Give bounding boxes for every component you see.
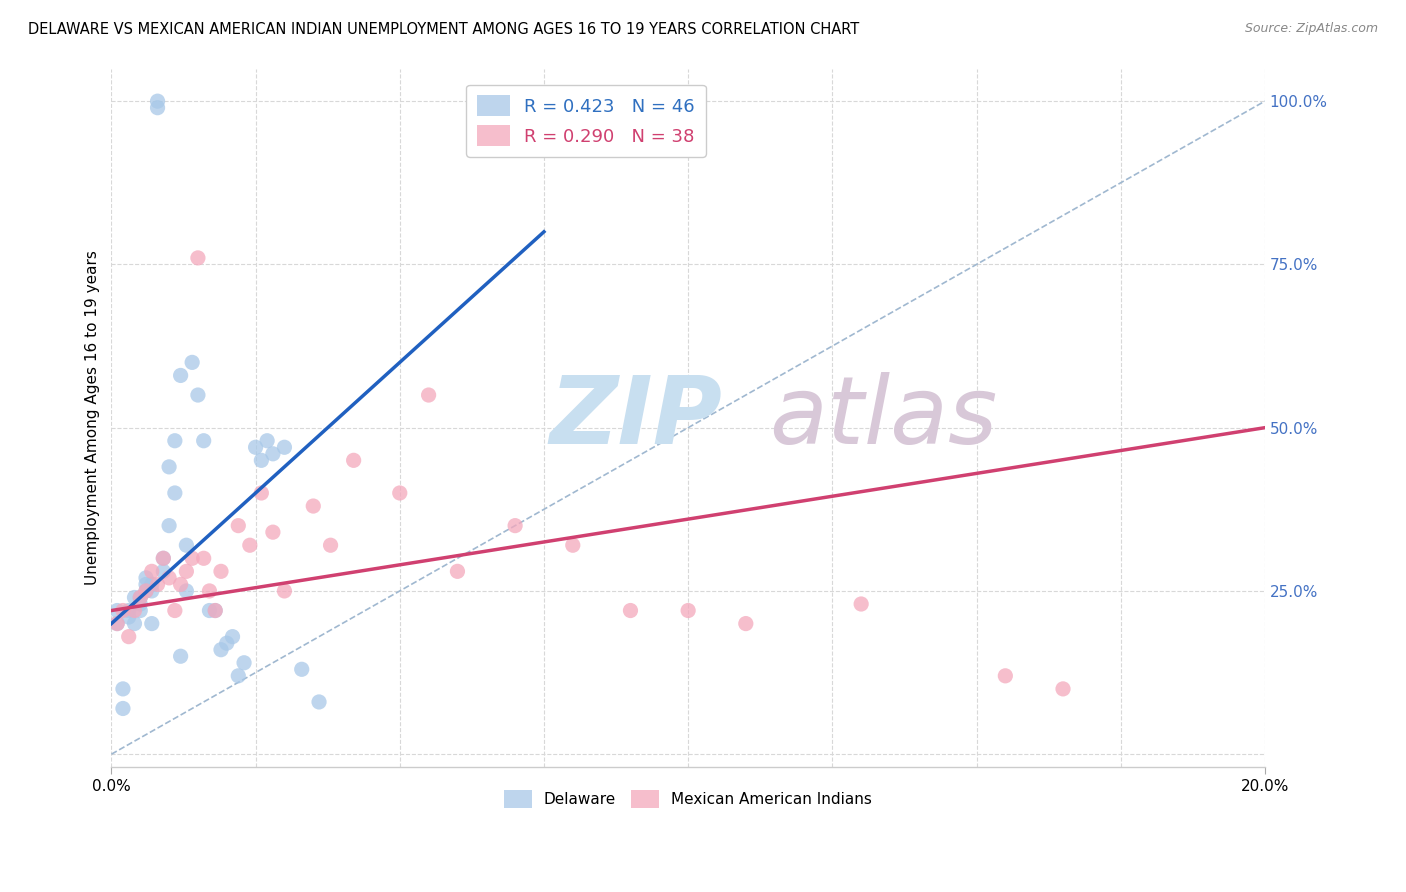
Point: [187, 388, 209, 402]
Point: [111, 681, 134, 696]
Point: [135, 571, 157, 585]
Point: [141, 565, 163, 579]
Point: [146, 101, 169, 115]
Point: [111, 603, 134, 617]
Point: [163, 486, 186, 500]
Legend: Delaware, Mexican American Indians: Delaware, Mexican American Indians: [496, 782, 880, 815]
Text: ZIP: ZIP: [550, 372, 723, 464]
Y-axis label: Unemployment Among Ages 16 to 19 years: Unemployment Among Ages 16 to 19 years: [86, 251, 100, 585]
Text: Source: ZipAtlas.com: Source: ZipAtlas.com: [1244, 22, 1378, 36]
Point: [129, 591, 152, 605]
Point: [209, 565, 232, 579]
Point: [273, 440, 295, 454]
Point: [176, 538, 198, 552]
Point: [141, 577, 163, 591]
Point: [181, 355, 204, 369]
Point: [446, 565, 468, 579]
Point: [146, 577, 169, 591]
Point: [111, 701, 134, 715]
Point: [141, 583, 163, 598]
Text: atlas: atlas: [769, 372, 997, 463]
Point: [124, 616, 146, 631]
Point: [619, 603, 641, 617]
Point: [169, 368, 191, 383]
Point: [187, 251, 209, 265]
Point: [105, 616, 128, 631]
Point: [157, 459, 180, 474]
Point: [193, 434, 215, 448]
Point: [676, 603, 699, 617]
Point: [152, 565, 174, 579]
Point: [157, 518, 180, 533]
Point: [388, 486, 411, 500]
Point: [215, 636, 238, 650]
Point: [118, 610, 141, 624]
Point: [308, 695, 330, 709]
Point: [250, 453, 273, 467]
Point: [204, 603, 226, 617]
Point: [256, 434, 278, 448]
Point: [135, 583, 157, 598]
Point: [157, 571, 180, 585]
Point: [262, 525, 284, 540]
Point: [141, 616, 163, 631]
Text: DELAWARE VS MEXICAN AMERICAN INDIAN UNEMPLOYMENT AMONG AGES 16 TO 19 YEARS CORRE: DELAWARE VS MEXICAN AMERICAN INDIAN UNEM…: [28, 22, 859, 37]
Point: [193, 551, 215, 566]
Point: [129, 591, 152, 605]
Point: [124, 591, 146, 605]
Point: [169, 577, 191, 591]
Point: [245, 440, 267, 454]
Point: [343, 453, 366, 467]
Point: [163, 603, 186, 617]
Point: [561, 538, 583, 552]
Point: [849, 597, 872, 611]
Point: [163, 434, 186, 448]
Point: [181, 551, 204, 566]
Point: [239, 538, 262, 552]
Point: [503, 518, 526, 533]
Point: [176, 583, 198, 598]
Point: [734, 616, 756, 631]
Point: [146, 94, 169, 108]
Point: [273, 583, 295, 598]
Point: [209, 642, 232, 657]
Point: [233, 656, 256, 670]
Point: [226, 518, 249, 533]
Point: [118, 603, 141, 617]
Point: [302, 499, 325, 513]
Point: [129, 603, 152, 617]
Point: [118, 630, 141, 644]
Point: [994, 669, 1017, 683]
Point: [169, 649, 191, 664]
Point: [105, 603, 128, 617]
Point: [105, 616, 128, 631]
Point: [129, 597, 152, 611]
Point: [124, 603, 146, 617]
Point: [1052, 681, 1074, 696]
Point: [262, 447, 284, 461]
Point: [418, 388, 440, 402]
Point: [319, 538, 342, 552]
Point: [250, 486, 273, 500]
Point: [198, 603, 221, 617]
Point: [135, 583, 157, 598]
Point: [152, 551, 174, 566]
Point: [226, 669, 249, 683]
Point: [152, 551, 174, 566]
Point: [204, 603, 226, 617]
Point: [176, 565, 198, 579]
Point: [291, 662, 314, 676]
Point: [198, 583, 221, 598]
Point: [221, 630, 243, 644]
Point: [135, 577, 157, 591]
